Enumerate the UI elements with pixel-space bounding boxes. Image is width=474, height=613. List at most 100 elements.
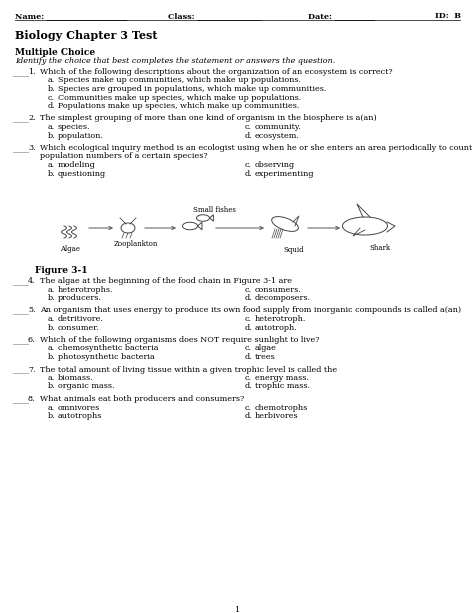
- Text: The total amount of living tissue within a given trophic level is called the: The total amount of living tissue within…: [40, 365, 337, 373]
- Text: The algae at the beginning of the food chain in Figure 3-1 are: The algae at the beginning of the food c…: [40, 277, 292, 285]
- Text: population.: population.: [58, 132, 104, 140]
- Text: chemosynthetic bacteria: chemosynthetic bacteria: [58, 345, 158, 352]
- Text: 1: 1: [235, 606, 239, 613]
- Text: b.: b.: [48, 324, 55, 332]
- Text: ____: ____: [13, 115, 29, 123]
- Text: a.: a.: [48, 161, 55, 169]
- Text: c.: c.: [245, 345, 252, 352]
- Text: Zooplankton: Zooplankton: [114, 240, 158, 248]
- Text: ID:  B: ID: B: [435, 12, 461, 20]
- Text: a.: a.: [48, 315, 55, 323]
- Text: c.: c.: [245, 315, 252, 323]
- Text: c.: c.: [245, 286, 252, 294]
- Text: 5.: 5.: [28, 306, 36, 314]
- Text: Figure 3-1: Figure 3-1: [35, 266, 88, 275]
- Text: d.: d.: [245, 294, 253, 302]
- Text: omnivores: omnivores: [58, 403, 100, 411]
- Text: a.: a.: [48, 77, 55, 85]
- Text: Small fishes: Small fishes: [193, 206, 236, 214]
- Text: ____: ____: [13, 367, 29, 375]
- Text: c.: c.: [245, 374, 252, 382]
- Text: ____: ____: [13, 69, 29, 77]
- Text: b.: b.: [48, 353, 55, 361]
- Text: energy mass.: energy mass.: [255, 374, 309, 382]
- Text: 2.: 2.: [28, 115, 36, 123]
- Text: biomass.: biomass.: [58, 374, 94, 382]
- Text: algae: algae: [255, 345, 277, 352]
- Text: d.: d.: [48, 102, 55, 110]
- Text: decomposers.: decomposers.: [255, 294, 311, 302]
- Text: c.: c.: [245, 403, 252, 411]
- Text: population numbers of a certain species?: population numbers of a certain species?: [40, 153, 208, 161]
- Text: organic mass.: organic mass.: [58, 383, 115, 390]
- Text: trees: trees: [255, 353, 276, 361]
- Text: b.: b.: [48, 294, 55, 302]
- Text: Algae: Algae: [60, 245, 80, 253]
- Text: heterotroph.: heterotroph.: [255, 315, 306, 323]
- Text: Name: ____________________: Name: ____________________: [15, 12, 127, 20]
- Text: d.: d.: [245, 353, 253, 361]
- Text: Class: ________________: Class: ________________: [168, 12, 261, 20]
- Text: 3.: 3.: [28, 144, 36, 152]
- Text: Biology Chapter 3 Test: Biology Chapter 3 Test: [15, 30, 157, 41]
- Text: The simplest grouping of more than one kind of organism in the biosphere is a(an: The simplest grouping of more than one k…: [40, 115, 377, 123]
- Text: b.: b.: [48, 383, 55, 390]
- Text: ____: ____: [13, 337, 29, 345]
- Text: d.: d.: [245, 324, 253, 332]
- Text: photosynthetic bacteria: photosynthetic bacteria: [58, 353, 155, 361]
- Text: chemotrophs: chemotrophs: [255, 403, 308, 411]
- Text: a.: a.: [48, 374, 55, 382]
- Text: Populations make up species, which make up communities.: Populations make up species, which make …: [58, 102, 300, 110]
- Text: consumer.: consumer.: [58, 324, 100, 332]
- Text: d.: d.: [245, 412, 253, 420]
- Text: c.: c.: [48, 94, 55, 102]
- Text: Multiple Choice: Multiple Choice: [15, 48, 95, 57]
- Text: d.: d.: [245, 170, 253, 178]
- Text: d.: d.: [245, 132, 253, 140]
- Text: d.: d.: [245, 383, 253, 390]
- Text: a.: a.: [48, 403, 55, 411]
- Text: c.: c.: [245, 123, 252, 131]
- Text: What animals eat both producers and consumers?: What animals eat both producers and cons…: [40, 395, 244, 403]
- Text: a.: a.: [48, 123, 55, 131]
- Text: heterotrophs.: heterotrophs.: [58, 286, 113, 294]
- Text: a.: a.: [48, 345, 55, 352]
- Text: Which ecological inquiry method is an ecologist using when he or she enters an a: Which ecological inquiry method is an ec…: [40, 144, 474, 152]
- Text: Which of the following organisms does NOT require sunlight to live?: Which of the following organisms does NO…: [40, 336, 319, 344]
- Text: b.: b.: [48, 132, 55, 140]
- Text: ____: ____: [13, 308, 29, 316]
- Text: Species are grouped in populations, which make up communities.: Species are grouped in populations, whic…: [58, 85, 327, 93]
- Text: observing: observing: [255, 161, 295, 169]
- Text: Date: __________: Date: __________: [308, 12, 375, 20]
- Text: herbivores: herbivores: [255, 412, 299, 420]
- Text: c.: c.: [245, 161, 252, 169]
- Text: questioning: questioning: [58, 170, 106, 178]
- Text: producers.: producers.: [58, 294, 102, 302]
- Text: autotrophs: autotrophs: [58, 412, 102, 420]
- Text: Identify the choice that best completes the statement or answers the question.: Identify the choice that best completes …: [15, 57, 335, 65]
- Text: Squid: Squid: [283, 246, 304, 254]
- Text: b.: b.: [48, 412, 55, 420]
- Text: 7.: 7.: [28, 365, 36, 373]
- Text: Species make up communities, which make up populations.: Species make up communities, which make …: [58, 77, 301, 85]
- Text: community.: community.: [255, 123, 302, 131]
- Text: consumers.: consumers.: [255, 286, 302, 294]
- Text: ____: ____: [13, 396, 29, 404]
- Text: ecosystem.: ecosystem.: [255, 132, 300, 140]
- Text: modeling: modeling: [58, 161, 96, 169]
- Text: Shark: Shark: [369, 244, 390, 252]
- Text: ____: ____: [13, 145, 29, 153]
- Text: b.: b.: [48, 170, 55, 178]
- Text: 4.: 4.: [28, 277, 36, 285]
- Text: autotroph.: autotroph.: [255, 324, 298, 332]
- Text: 6.: 6.: [28, 336, 36, 344]
- Text: experimenting: experimenting: [255, 170, 315, 178]
- Text: 8.: 8.: [28, 395, 36, 403]
- Text: trophic mass.: trophic mass.: [255, 383, 310, 390]
- Text: a.: a.: [48, 286, 55, 294]
- Text: detritivore.: detritivore.: [58, 315, 104, 323]
- Text: Communities make up species, which make up populations.: Communities make up species, which make …: [58, 94, 301, 102]
- Text: An organism that uses energy to produce its own food supply from inorganic compo: An organism that uses energy to produce …: [40, 306, 461, 314]
- Text: Which of the following descriptions about the organization of an ecosystem is co: Which of the following descriptions abou…: [40, 68, 392, 76]
- Text: ____: ____: [13, 278, 29, 286]
